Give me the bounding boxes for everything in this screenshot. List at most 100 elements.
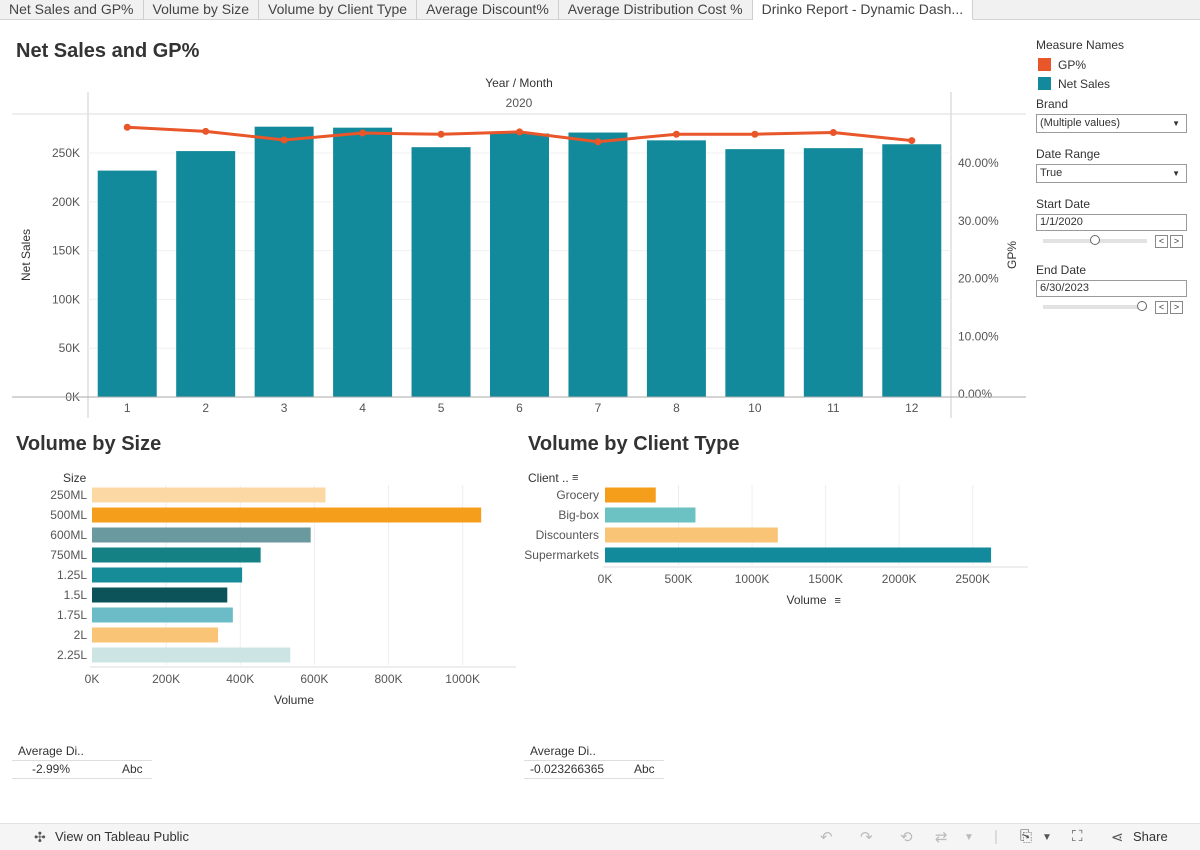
x-tick-label: 0K	[598, 572, 613, 586]
net-sales-bar	[490, 133, 549, 397]
abc-label: Abc	[122, 762, 143, 776]
view-on-tableau-public-link[interactable]: View on Tableau Public	[55, 829, 189, 844]
volume-bar	[92, 487, 326, 503]
x-tick-label: 0K	[85, 672, 100, 686]
gp-point	[908, 137, 916, 145]
start-date-input[interactable]: 1/1/2020	[1036, 214, 1187, 231]
sort-icon: ≡	[835, 595, 841, 607]
y-tick-label: 200K	[52, 195, 80, 209]
sheet-tab-bar: Net Sales and GP% Volume by Size Volume …	[0, 0, 1200, 20]
pause-dropdown-icon[interactable]: ▼	[964, 832, 974, 843]
share-button[interactable]: Share	[1133, 829, 1168, 844]
x-tick-label: 1	[124, 401, 131, 415]
category-label: Big-box	[558, 508, 599, 522]
x-tick-label: 1500K	[808, 572, 843, 586]
net-sales-bar	[568, 132, 628, 397]
start-date-label: Start Date	[1036, 197, 1091, 211]
sort-icon: ≡	[572, 472, 578, 484]
average-discount-value: -2.99%	[32, 762, 71, 776]
category-label: 250ML	[50, 488, 87, 502]
tableau-logo-icon: ✣	[34, 829, 46, 845]
x-tick-label: 500K	[665, 572, 693, 586]
tab-drinko-report-dashboard[interactable]: Drinko Report - Dynamic Dash...	[752, 0, 974, 20]
volume-by-size-chart: 0K 200K 400K 600K 800K 1000K Size 250ML 500ML 600…	[50, 471, 516, 707]
legend-item-gp[interactable]: GP%	[1036, 55, 1188, 74]
download-dropdown-icon[interactable]: ▼	[1042, 832, 1052, 843]
volume-bar	[92, 627, 219, 643]
x-tick-label: 4	[359, 401, 366, 415]
net-sales-bar	[254, 126, 314, 397]
brand-filter-dropdown[interactable]: (Multiple values) ▼	[1036, 114, 1187, 133]
gp-point	[672, 130, 680, 138]
y2-tick-label: 30.00%	[958, 214, 999, 228]
refresh-icon[interactable]: ⇄	[935, 829, 948, 846]
x-tick-label: 10	[748, 401, 762, 415]
column-header-year: 2020	[506, 96, 533, 110]
end-date-label: End Date	[1036, 263, 1087, 277]
undo-icon[interactable]: ↶	[820, 829, 833, 846]
x-tick-label: 6	[516, 401, 523, 415]
y-tick-label: 100K	[52, 292, 80, 306]
brand-filter-label: Brand	[1036, 97, 1069, 111]
dropdown-arrow-icon: ▼	[1172, 119, 1180, 128]
legend-item-net-sales[interactable]: Net Sales	[1036, 74, 1188, 93]
category-label: 600ML	[50, 528, 87, 542]
fullscreen-icon[interactable]: ⛶	[1072, 828, 1083, 845]
filter-panel: Measure Names GP% Net Sales Brand (Multi…	[1036, 34, 1188, 329]
x-tick-label: 12	[905, 401, 919, 415]
net-sales-bar	[646, 140, 706, 397]
tab-average-distribution-cost[interactable]: Average Distribution Cost %	[559, 0, 753, 20]
share-icon[interactable]: ⋖	[1111, 829, 1124, 846]
y2-tick-label: 0.00%	[958, 387, 992, 401]
x-tick-label: 8	[673, 401, 680, 415]
start-date-slider-handle[interactable]	[1090, 235, 1100, 245]
legend-title: Measure Names	[1036, 38, 1125, 52]
x-tick-label: 7	[595, 401, 602, 415]
category-label: Grocery	[556, 488, 599, 502]
dropdown-arrow-icon: ▼	[1172, 169, 1180, 178]
tableau-toolbar: ✣ View on Tableau Public ↶ ↷ ⟲ ⇄ ▼ | ⎘ ▼…	[0, 823, 1200, 850]
download-icon[interactable]: ⎘	[1020, 828, 1033, 845]
start-date-prev-icon[interactable]: <	[1155, 234, 1168, 248]
tab-average-discount[interactable]: Average Discount%	[417, 0, 559, 20]
date-range-value: True	[1040, 167, 1063, 179]
row-header: Client ..	[528, 471, 569, 485]
tab-volume-by-size[interactable]: Volume by Size	[144, 0, 260, 20]
net-sales-bar	[97, 170, 157, 397]
redo-icon[interactable]: ↷	[860, 829, 873, 846]
average-discount-table: Average Di.. -2.99% Abc	[12, 744, 152, 779]
average-distribution-cost-header: Average Di..	[530, 744, 596, 758]
y-tick-label: 150K	[52, 244, 80, 258]
end-date-next-icon[interactable]: >	[1170, 300, 1183, 314]
average-distribution-cost-value: -0.023266365	[530, 762, 605, 776]
volume-by-size-title: Volume by Size	[16, 433, 162, 455]
tab-volume-by-client-type[interactable]: Volume by Client Type	[259, 0, 418, 20]
volume-bar	[605, 487, 656, 503]
y2-tick-label: 10.00%	[958, 329, 999, 343]
start-date-next-icon[interactable]: >	[1170, 234, 1183, 248]
volume-bar	[92, 567, 243, 583]
column-header-year-month: Year / Month	[485, 76, 553, 90]
end-date-input[interactable]: 6/30/2023	[1036, 280, 1187, 297]
category-label: 1.75L	[57, 608, 87, 622]
tab-net-sales-gp[interactable]: Net Sales and GP%	[0, 0, 144, 20]
start-date-slider[interactable]	[1043, 235, 1147, 245]
net-sales-chart-title: Net Sales and GP%	[16, 40, 200, 62]
date-range-dropdown[interactable]: True ▼	[1036, 164, 1187, 183]
end-date-slider[interactable]	[1043, 301, 1147, 311]
x-tick-label: 200K	[152, 672, 180, 686]
y2-tick-label: 40.00%	[958, 156, 999, 170]
category-label: Discounters	[536, 528, 599, 542]
end-date-slider-handle[interactable]	[1136, 301, 1147, 311]
row-header: Size	[63, 471, 87, 485]
gp-point	[123, 123, 131, 131]
x-tick-label: 1000K	[445, 672, 480, 686]
end-date-prev-icon[interactable]: <	[1155, 300, 1168, 314]
y-axis-title: Net Sales	[19, 229, 33, 281]
revert-icon[interactable]: ⟲	[900, 829, 913, 846]
brand-filter-value: (Multiple values)	[1040, 117, 1121, 129]
y-tick-label: 250K	[52, 146, 80, 160]
x-axis-title: Volume	[274, 693, 314, 707]
abc-label: Abc	[634, 762, 655, 776]
